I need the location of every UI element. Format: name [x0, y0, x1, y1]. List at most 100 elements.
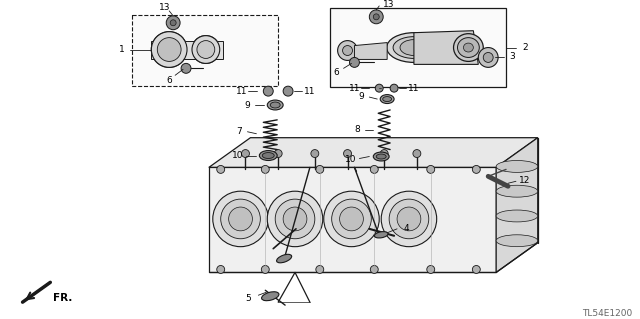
- Text: 3: 3: [509, 52, 515, 61]
- Circle shape: [397, 207, 421, 231]
- Circle shape: [192, 36, 220, 63]
- Text: 13: 13: [159, 4, 170, 12]
- Circle shape: [261, 265, 269, 273]
- Bar: [330, 8, 506, 87]
- Circle shape: [472, 265, 480, 273]
- Ellipse shape: [380, 95, 394, 104]
- Ellipse shape: [376, 154, 386, 159]
- Ellipse shape: [496, 210, 538, 222]
- Polygon shape: [209, 167, 496, 272]
- Text: 10: 10: [232, 151, 243, 160]
- Circle shape: [217, 265, 225, 273]
- Circle shape: [472, 166, 480, 173]
- Bar: [132, 15, 278, 86]
- Ellipse shape: [458, 38, 479, 57]
- Circle shape: [344, 150, 351, 158]
- Text: 10: 10: [345, 155, 356, 164]
- Circle shape: [375, 84, 383, 92]
- Circle shape: [192, 36, 220, 63]
- Circle shape: [166, 16, 180, 30]
- Circle shape: [274, 150, 282, 158]
- Circle shape: [390, 84, 398, 92]
- Circle shape: [152, 32, 187, 67]
- Text: 1: 1: [119, 45, 125, 54]
- Text: 12: 12: [519, 176, 531, 185]
- Circle shape: [427, 166, 435, 173]
- Circle shape: [157, 38, 181, 62]
- Circle shape: [261, 166, 269, 173]
- Circle shape: [163, 44, 175, 56]
- Text: TL54E1200: TL54E1200: [582, 308, 632, 317]
- Ellipse shape: [259, 151, 277, 160]
- Circle shape: [170, 20, 176, 26]
- Text: 9: 9: [244, 100, 250, 109]
- Circle shape: [275, 199, 315, 239]
- Text: 8: 8: [355, 125, 360, 134]
- Ellipse shape: [374, 232, 388, 238]
- Ellipse shape: [383, 97, 392, 101]
- Circle shape: [157, 38, 181, 62]
- Text: 11: 11: [408, 84, 420, 93]
- Circle shape: [221, 199, 260, 239]
- Text: 11: 11: [349, 84, 360, 93]
- Text: 11: 11: [236, 87, 247, 96]
- Circle shape: [371, 265, 378, 273]
- Circle shape: [197, 41, 215, 58]
- Circle shape: [342, 46, 353, 56]
- Circle shape: [389, 199, 429, 239]
- Ellipse shape: [276, 254, 292, 263]
- Text: 2: 2: [522, 43, 527, 52]
- Circle shape: [369, 10, 383, 24]
- Circle shape: [268, 191, 323, 247]
- Circle shape: [427, 265, 435, 273]
- Text: 11: 11: [304, 87, 316, 96]
- Polygon shape: [209, 138, 538, 167]
- Ellipse shape: [393, 37, 435, 58]
- Ellipse shape: [463, 43, 474, 52]
- Circle shape: [283, 207, 307, 231]
- Polygon shape: [152, 41, 223, 59]
- Text: 6: 6: [333, 68, 339, 77]
- Text: FR.: FR.: [52, 293, 72, 303]
- Circle shape: [263, 86, 273, 96]
- Circle shape: [152, 32, 187, 67]
- Circle shape: [340, 207, 364, 231]
- Circle shape: [338, 41, 357, 60]
- Text: 13: 13: [383, 0, 395, 10]
- Circle shape: [381, 191, 436, 247]
- Circle shape: [241, 150, 250, 158]
- Ellipse shape: [268, 100, 283, 110]
- Text: 4: 4: [403, 224, 409, 233]
- Circle shape: [283, 86, 293, 96]
- Text: 9: 9: [358, 92, 364, 100]
- Circle shape: [197, 41, 215, 58]
- Circle shape: [349, 57, 360, 67]
- Ellipse shape: [400, 40, 428, 56]
- Circle shape: [316, 166, 324, 173]
- Circle shape: [324, 191, 380, 247]
- Circle shape: [332, 199, 371, 239]
- Text: 6: 6: [166, 76, 172, 85]
- Text: 5: 5: [246, 294, 252, 303]
- Circle shape: [228, 207, 252, 231]
- Ellipse shape: [262, 292, 279, 301]
- Circle shape: [478, 48, 498, 67]
- Ellipse shape: [496, 160, 538, 172]
- Circle shape: [212, 191, 268, 247]
- Circle shape: [373, 14, 380, 20]
- Ellipse shape: [454, 34, 483, 62]
- Circle shape: [217, 166, 225, 173]
- Circle shape: [483, 53, 493, 63]
- Circle shape: [371, 166, 378, 173]
- Ellipse shape: [270, 102, 280, 108]
- Ellipse shape: [496, 235, 538, 247]
- Circle shape: [380, 150, 388, 158]
- Polygon shape: [414, 31, 478, 64]
- Polygon shape: [496, 138, 538, 272]
- Circle shape: [413, 150, 421, 158]
- Ellipse shape: [373, 152, 389, 161]
- Ellipse shape: [387, 33, 441, 63]
- Ellipse shape: [262, 152, 274, 159]
- Polygon shape: [355, 43, 387, 59]
- Text: 7: 7: [237, 127, 243, 136]
